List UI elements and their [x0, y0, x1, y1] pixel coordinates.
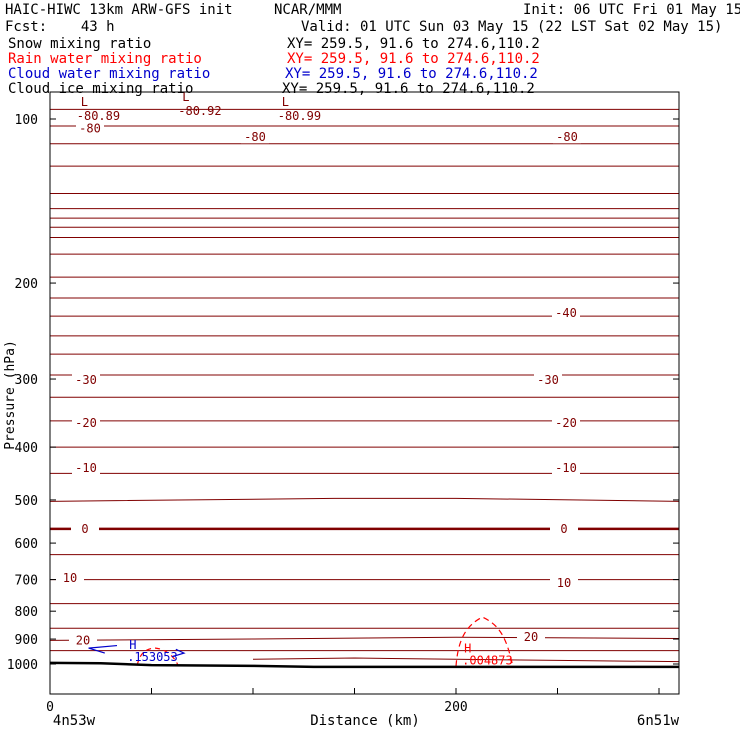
- x-axis-ticks: 0 200: [46, 688, 660, 715]
- isotherm-label: -10: [75, 461, 97, 475]
- isotherm-label: -30: [75, 373, 97, 387]
- rain-water-contour: [455, 616, 514, 667]
- isotherm-label: -20: [555, 416, 577, 430]
- high-mark: H: [464, 642, 471, 656]
- isotherm-line: [49, 636, 680, 641]
- x-right-location: 6n51w: [637, 713, 680, 729]
- cloud-water-contour: [171, 648, 186, 658]
- plot-frame: [49, 91, 680, 695]
- high-mark: H: [129, 638, 136, 652]
- y-tick-label: 500: [15, 494, 38, 509]
- legend-rain-xy: XY= 259.5, 91.6 to 274.6,110.2: [287, 51, 540, 67]
- init-time: Init: 06 UTC Fri 01 May 15: [523, 2, 740, 18]
- isotherm-label-bg: [76, 122, 104, 135]
- isotherm-label: -80: [556, 130, 578, 144]
- isotherm-label-bg: [72, 416, 100, 429]
- x-tick-label: 0: [46, 700, 54, 715]
- terrain-line: [49, 661, 680, 669]
- moisture-contours: [88, 616, 514, 667]
- y-axis-label: Pressure (hPa): [3, 340, 18, 450]
- isotherm-label: -80: [244, 130, 266, 144]
- isotherm-label-bg: [552, 462, 580, 475]
- y-tick-label: 1000: [7, 658, 38, 673]
- y-tick-label: 600: [15, 537, 38, 552]
- y-tick-label: 300: [15, 373, 38, 388]
- high-value: .153053: [127, 650, 178, 664]
- low-value: -80.99: [278, 109, 321, 123]
- isotherm-label-bg: [534, 373, 562, 386]
- isotherm-label-bg: [71, 522, 99, 535]
- isotherm-label: 0: [560, 522, 567, 536]
- rain-water-contour: [136, 647, 179, 666]
- cloud-water-contour: [88, 644, 118, 654]
- isotherm-label: -10: [555, 461, 577, 475]
- x-axis-label: Distance (km): [310, 713, 420, 729]
- legend-snow-xy: XY= 259.5, 91.6 to 274.6,110.2: [287, 36, 540, 52]
- isotherm-label-bg: [550, 522, 578, 535]
- high-value: .004873: [462, 654, 513, 668]
- isotherm-label-bg: [69, 634, 97, 647]
- isotherm-label-bg: [552, 416, 580, 429]
- isotherm-label: 20: [524, 630, 538, 644]
- isotherm-label: 0: [81, 522, 88, 536]
- legend-cloudwater-xy: XY= 259.5, 91.6 to 274.6,110.2: [285, 66, 538, 82]
- isotherm-label: -30: [537, 373, 559, 387]
- isotherm-line: [49, 497, 680, 502]
- y-tick-label: 400: [15, 441, 38, 456]
- y-tick-label: 900: [15, 633, 38, 648]
- y-tick-label: 800: [15, 605, 38, 620]
- low-mark: L: [282, 95, 289, 109]
- isotherm-label-bg: [72, 373, 100, 386]
- isotherm-label: -80: [79, 121, 101, 135]
- isotherm-label: -20: [75, 416, 97, 430]
- isotherm-label-bg: [550, 576, 578, 589]
- legend-snow-label: Snow mixing ratio: [8, 36, 152, 52]
- temperature-contours: -80 -80 -80 -40 -30 -30 -20 -20 -10 -10 0 0 10 10 20 20: [49, 108, 680, 663]
- forecast-hour: Fcst: 43 h: [5, 19, 115, 35]
- legend-cloudwater-label: Cloud water mixing ratio: [8, 66, 211, 82]
- low-value: -80.89: [77, 109, 120, 123]
- isotherm-label-bg: [56, 571, 84, 584]
- isotherm-label: -40: [555, 306, 577, 320]
- y-tick-label: 700: [15, 574, 38, 589]
- isotherm-label-bg: [72, 462, 100, 475]
- y-tick-label: 100: [15, 113, 38, 128]
- isotherm-label: 10: [557, 576, 571, 590]
- legend-rain-label: Rain water mixing ratio: [8, 51, 202, 67]
- isotherm-label-bg: [517, 631, 545, 644]
- x-tick-label: 200: [444, 700, 467, 715]
- center-label: NCAR/MMM: [274, 2, 342, 18]
- model-title: HAIC-HIWC 13km ARW-GFS init: [5, 2, 233, 18]
- terrain-surface: [49, 661, 680, 669]
- isotherm-label: 20: [76, 633, 90, 647]
- low-value: -80.92: [178, 104, 221, 118]
- isotherm-label-bg: [552, 307, 580, 320]
- low-mark: L: [182, 90, 189, 104]
- isotherm-label: 10: [63, 571, 77, 585]
- isotherm-label-bg: [241, 131, 269, 144]
- isotherm-label-bg: [553, 131, 581, 144]
- y-tick-label: 200: [15, 277, 38, 292]
- low-mark: L: [81, 95, 88, 109]
- valid-time: Valid: 01 UTC Sun 03 May 15 (22 LST Sat …: [301, 19, 723, 35]
- x-left-location: 4n53w: [53, 713, 96, 729]
- isotherm-line: [252, 657, 680, 663]
